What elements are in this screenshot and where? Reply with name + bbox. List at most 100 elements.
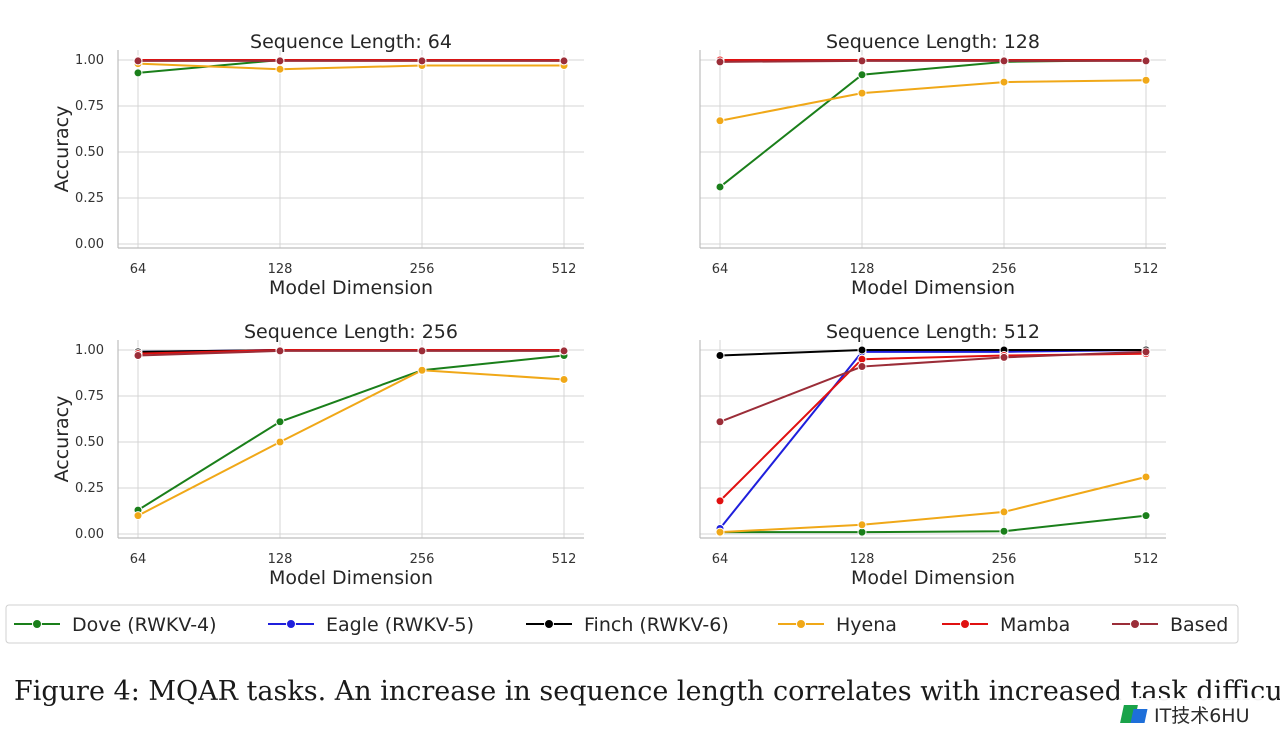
data-point: [133, 68, 143, 78]
data-point: [857, 88, 867, 98]
series-line-eagle-rwkv-5: [719, 349, 1147, 530]
data-point: [715, 182, 725, 192]
data-point: [275, 437, 285, 447]
series-line-finch-rwkv-6: [719, 349, 1146, 357]
legend-label: Hyena: [836, 614, 897, 636]
legend: Dove (RWKV-4) Eagle (RWKV-5) Finch (RWKV-6…: [5, 604, 1239, 644]
x-tick-label: 512: [1134, 552, 1159, 567]
legend-marker: [796, 619, 806, 629]
series-based: [133, 346, 569, 361]
x-tick-label: 512: [1134, 262, 1159, 277]
series-dove-rwkv-4: [715, 55, 1151, 192]
legend-marker: [960, 619, 970, 629]
series-mamba: [715, 349, 1151, 506]
chart-title: Sequence Length: 512: [826, 321, 1040, 343]
legend-item-based: Based: [1112, 614, 1228, 636]
data-point: [857, 354, 867, 364]
data-point: [275, 346, 285, 356]
y-tick-label: 0.25: [75, 481, 104, 496]
x-tick-label: 128: [268, 552, 293, 567]
data-point: [857, 70, 867, 80]
y-tick-label: 0.50: [75, 145, 104, 160]
chart-title: Sequence Length: 256: [244, 321, 458, 343]
data-point: [999, 526, 1009, 536]
data-point: [857, 56, 867, 66]
data-point: [715, 116, 725, 126]
x-tick-label: 256: [410, 262, 435, 277]
legend-item-eagle-rwkv-5: Eagle (RWKV-5): [268, 614, 474, 636]
data-point: [275, 56, 285, 66]
x-axis-label: Model Dimension: [851, 567, 1015, 589]
legend-label: Dove (RWKV-4): [72, 614, 217, 636]
data-point: [133, 56, 143, 66]
series-line-hyena: [137, 369, 565, 517]
data-point: [715, 57, 725, 67]
data-point: [417, 56, 427, 66]
data-point: [275, 64, 285, 74]
chart-title: Sequence Length: 64: [250, 31, 452, 53]
legend-label: Finch (RWKV-6): [584, 614, 729, 636]
data-point: [715, 527, 725, 537]
x-tick-label: 64: [130, 552, 147, 567]
legend-item-hyena: Hyena: [778, 614, 897, 636]
series-line-hyena: [719, 475, 1147, 534]
x-axis-label: Model Dimension: [851, 277, 1015, 299]
x-tick-label: 64: [130, 262, 147, 277]
legend-item-mamba: Mamba: [942, 614, 1070, 636]
series-line-based: [719, 59, 1146, 63]
x-tick-label: 128: [850, 552, 875, 567]
legend-item-finch-rwkv-6: Finch (RWKV-6): [526, 614, 729, 636]
series-hyena: [715, 75, 1151, 126]
figure-caption: Figure 4: MQAR tasks. An increase in seq…: [14, 676, 1280, 707]
data-point: [1141, 56, 1151, 66]
legend-marker: [286, 619, 296, 629]
data-point: [417, 365, 427, 375]
chart-panel-4: Sequence Length: 512 64 128 256 512 Model Dim…: [699, 321, 1166, 589]
data-point: [999, 56, 1009, 66]
data-point: [275, 417, 285, 427]
x-tick-label: 128: [850, 262, 875, 277]
y-tick-label: 0.75: [75, 99, 104, 114]
x-tick-label: 512: [552, 262, 577, 277]
legend-item-dove-rwkv-4: Dove (RWKV-4): [14, 614, 217, 636]
data-point: [715, 351, 725, 361]
legend-label: Based: [1170, 614, 1228, 636]
x-tick-label: 256: [992, 552, 1017, 567]
data-point: [999, 352, 1009, 362]
data-point: [133, 511, 143, 521]
watermark: IT技术6HU: [1118, 698, 1270, 730]
legend-marker: [1130, 619, 1140, 629]
x-tick-label: 128: [268, 262, 293, 277]
series-based: [715, 56, 1151, 67]
legend-label: Eagle (RWKV-5): [326, 614, 474, 636]
series-line-based: [719, 350, 1147, 423]
data-point: [559, 56, 569, 66]
data-point: [715, 496, 725, 506]
series-based: [133, 56, 569, 66]
x-tick-label: 64: [712, 262, 729, 277]
data-point: [1141, 75, 1151, 85]
data-point: [715, 417, 725, 427]
data-point: [417, 346, 427, 356]
x-tick-label: 64: [712, 552, 729, 567]
legend-frame: [5, 604, 1239, 644]
series-hyena: [133, 365, 569, 521]
series-dove-rwkv-4: [715, 511, 1151, 537]
x-tick-label: 256: [410, 552, 435, 567]
legend-marker: [32, 619, 42, 629]
chart-panel-3: Sequence Length: 256 64 128 256 512 Model Dim…: [51, 321, 584, 589]
data-point: [857, 362, 867, 372]
chart-title: Sequence Length: 128: [826, 31, 1040, 53]
y-axis-label: Accuracy: [51, 396, 73, 483]
series-based: [715, 347, 1151, 427]
y-tick-label: 0.25: [75, 191, 104, 206]
series-hyena: [715, 472, 1151, 537]
data-point: [999, 507, 1009, 517]
data-point: [1141, 347, 1151, 357]
data-point: [1141, 511, 1151, 521]
series-line-dove-rwkv-4: [137, 354, 565, 511]
y-axis-label: Accuracy: [51, 106, 73, 193]
data-point: [857, 520, 867, 530]
data-point: [559, 374, 569, 384]
